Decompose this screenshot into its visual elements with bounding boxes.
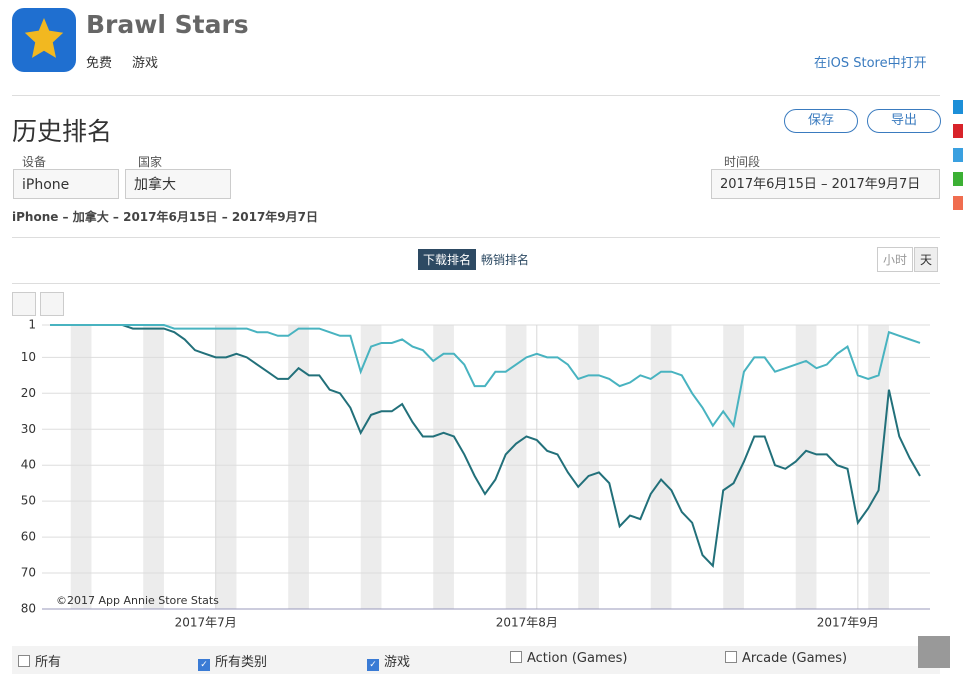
y-tick-label: 30 (21, 422, 36, 436)
weekend-band (215, 325, 237, 609)
legend-item[interactable]: ✓ 所有类别 (198, 651, 267, 671)
weekend-band (578, 325, 599, 609)
reset-button[interactable] (12, 292, 36, 316)
section-title: 历史排名 (12, 117, 113, 146)
divider (12, 95, 940, 96)
legend-label: 游戏 (384, 655, 411, 670)
tab-grossing[interactable]: 畅销排名 (481, 253, 530, 267)
y-tick-label: 40 (21, 458, 36, 472)
x-tick-label: 2017年8月 (496, 616, 558, 630)
x-tick-label: 2017年7月 (175, 616, 237, 630)
app-icon (12, 8, 76, 72)
series-line (50, 324, 921, 429)
weekend-band (433, 325, 454, 609)
legend-item[interactable]: Arcade (Games) (725, 651, 847, 666)
weekend-band (288, 325, 309, 609)
legend-label: 所有类别 (215, 655, 268, 670)
y-tick-label: 60 (21, 530, 36, 544)
weekend-band (650, 325, 672, 609)
legend-item[interactable]: 所有 (18, 651, 61, 670)
share-icon[interactable] (953, 148, 963, 162)
legend-bar (12, 646, 940, 674)
scroll-top[interactable] (918, 636, 950, 668)
y-tick-label: 20 (21, 386, 36, 400)
series-line (50, 324, 921, 569)
legend-label: Action (Games) (527, 651, 628, 666)
y-tick-label: 70 (21, 566, 36, 580)
x-tick-label: 2017年9月 (817, 616, 879, 630)
legend-item[interactable]: Action (Games) (510, 651, 627, 666)
hour-toggle[interactable]: 小时 (877, 247, 914, 272)
divider (12, 237, 940, 238)
country-label: 国家 (138, 155, 163, 169)
legend-label: Arcade (Games) (742, 651, 848, 666)
app-genre[interactable]: 游戏 (132, 56, 159, 71)
app-name: Brawl Stars (86, 10, 249, 39)
share-icon[interactable] (953, 172, 963, 186)
period-select[interactable]: 2017年6月15日 – 2017年9月7日 (711, 169, 940, 199)
y-tick-label: 80 (21, 602, 36, 616)
weekend-band (505, 325, 527, 609)
weekend-band (795, 325, 817, 609)
day-toggle[interactable]: 天 (914, 247, 939, 272)
tab-downloads[interactable]: 下载排名 (418, 249, 477, 270)
share-icon[interactable] (953, 196, 963, 210)
legend-label: 所有 (35, 655, 62, 670)
weekend-band (360, 325, 382, 609)
y-tick-label: 1 (28, 318, 36, 332)
country-select[interactable]: 加拿大 (125, 169, 231, 199)
legend-item[interactable]: ✓ 游戏 (367, 651, 410, 671)
export-button[interactable]: 导出 (867, 109, 941, 133)
share-icon[interactable] (953, 124, 963, 138)
chart-credit: ©2017 App Annie Store Stats (56, 594, 219, 607)
weekend-band (70, 325, 92, 609)
weekend-band (868, 325, 889, 609)
period-label: 时间段 (724, 155, 761, 169)
app-price: 免费 (86, 56, 113, 71)
y-tick-label: 10 (21, 350, 36, 364)
save-button[interactable]: 保存 (784, 109, 858, 133)
device-label: 设备 (22, 155, 47, 169)
weekend-band (143, 325, 164, 609)
y-tick-label: 50 (21, 494, 36, 508)
device-select[interactable]: iPhone (13, 169, 119, 199)
summary: iPhone – 加拿大 – 2017年6月15日 – 2017年9月7日 (12, 210, 318, 224)
zoom-button[interactable] (40, 292, 64, 316)
divider (12, 283, 940, 284)
store-link[interactable]: 在iOS Store中打开 (814, 56, 927, 71)
share-icon[interactable] (953, 100, 963, 114)
